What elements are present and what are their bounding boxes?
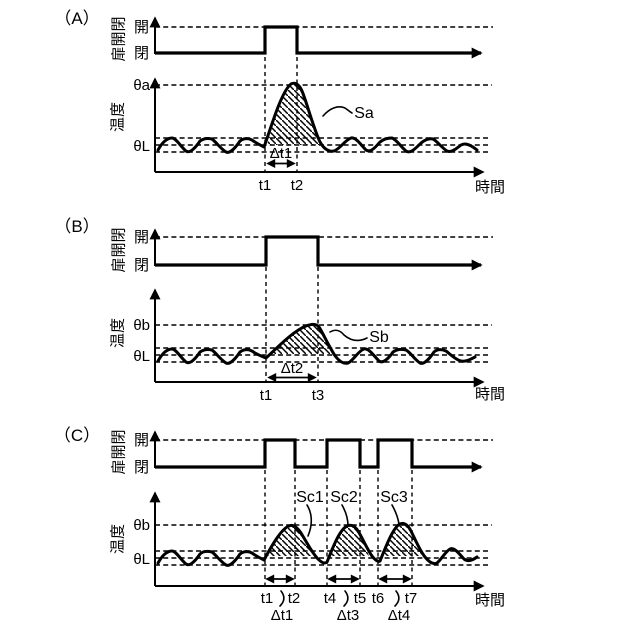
- panel-a-tag: （A）: [54, 9, 99, 28]
- panel-c-open-label: 開: [134, 432, 149, 449]
- panel-c-time-label: 時間: [475, 592, 505, 609]
- panel-c-hatch-area-1: [268, 525, 314, 556]
- panel-c-delta3-leader: [343, 590, 349, 607]
- panel-c-door-signal: [155, 438, 483, 473]
- panel-a-open-label: 開: [134, 19, 149, 36]
- panel-c-theta-l-label: θL: [133, 551, 150, 568]
- panel-c-tag: （C）: [54, 426, 100, 445]
- panel-b-interval-label: Δt2: [281, 360, 304, 377]
- panel-c-curve-leader-3: [391, 504, 400, 525]
- panel-c: （C） 扉開閉 開 閉 温度 θb θL Sc1 Sc2: [54, 426, 505, 624]
- panel-b-tick-t3: t3: [312, 387, 325, 404]
- panel-b-curve-label: Sb: [369, 329, 389, 346]
- panel-c-interval-label-2: Δt3: [337, 607, 360, 624]
- panel-c-tick-t5: t5: [354, 590, 367, 607]
- panel-b-theta-b-label: θb: [133, 317, 150, 334]
- panel-c-curve-leader-1: [306, 504, 313, 537]
- panel-b-curve-leader: [329, 329, 368, 342]
- panel-a-theta-a-label: θa: [133, 77, 150, 94]
- panel-b-temp-axis-label: 温度: [110, 318, 127, 348]
- panel-c-tick-t6: t6: [372, 590, 385, 607]
- panel-a-tick-t1: t1: [259, 177, 272, 194]
- panel-c-tick-t2: t2: [288, 590, 301, 607]
- panel-b-tag: （B）: [54, 217, 99, 236]
- panel-c-temp-axis-label: 温度: [110, 524, 127, 554]
- panel-c-interval-label-3: Δt4: [388, 607, 411, 624]
- panel-c-tick-t1: t1: [261, 590, 274, 607]
- panel-a: （A） 扉開閉 開 閉 温度 θa θL Sa Δt1 t1 t2 時間: [54, 9, 505, 196]
- panel-b-door-signal: [155, 235, 483, 271]
- panel-c-curve-label-2: Sc2: [330, 489, 358, 506]
- panel-c-door-axis-label: 扉開閉: [111, 429, 128, 474]
- panel-b-tick-t1: t1: [260, 387, 273, 404]
- panel-b-closed-label: 閉: [134, 257, 149, 274]
- panel-b-hatch-area: [272, 324, 335, 354]
- panel-c-hatch-area-2: [330, 525, 369, 556]
- panel-c-curve-label-3: Sc3: [380, 489, 408, 506]
- panel-a-theta-l-label: θL: [133, 138, 150, 155]
- panel-b-door-axis-label: 扉開閉: [111, 227, 128, 272]
- panel-c-hatch-area-3: [383, 523, 423, 556]
- panel-c-theta-b-label: θb: [133, 517, 150, 534]
- panel-a-temperature-curve: [156, 81, 479, 154]
- panel-a-curve-label: Sa: [354, 105, 374, 122]
- panel-c-curve-leader-2: [341, 504, 349, 527]
- panel-a-closed-label: 閉: [134, 45, 149, 62]
- panel-b-temperature-curve: [156, 322, 477, 365]
- panel-c-tick-t7: t7: [405, 590, 418, 607]
- panel-a-door-axis-label: 扉開閉: [111, 16, 128, 61]
- panel-a-curve-leader: [322, 106, 353, 117]
- panel-b-time-label: 時間: [475, 386, 505, 403]
- panel-b: （B） 扉開閉 開 閉 温度 θb θL Sb Δt2 t1 t3 時間: [54, 217, 505, 404]
- panel-a-temp-axis-label: 温度: [110, 102, 127, 132]
- panel-c-interval-label-1: Δt1: [271, 607, 294, 624]
- panel-a-tick-t2: t2: [291, 177, 304, 194]
- panel-b-open-label: 開: [134, 229, 149, 246]
- panel-c-temperature-curve: [156, 521, 479, 567]
- panel-a-time-label: 時間: [475, 179, 505, 196]
- panel-a-hatch-area: [267, 83, 321, 145]
- panel-c-closed-label: 閉: [134, 459, 149, 476]
- panel-c-tick-t4: t4: [324, 590, 337, 607]
- panel-a-door-signal: [155, 25, 483, 59]
- panel-c-delta1-leader: [279, 590, 285, 607]
- panel-c-curve-label-1: Sc1: [296, 489, 324, 506]
- panel-c-delta4-leader: [394, 590, 400, 607]
- panel-a-interval-label: Δt1: [270, 145, 293, 162]
- panel-b-theta-l-label: θL: [133, 348, 150, 365]
